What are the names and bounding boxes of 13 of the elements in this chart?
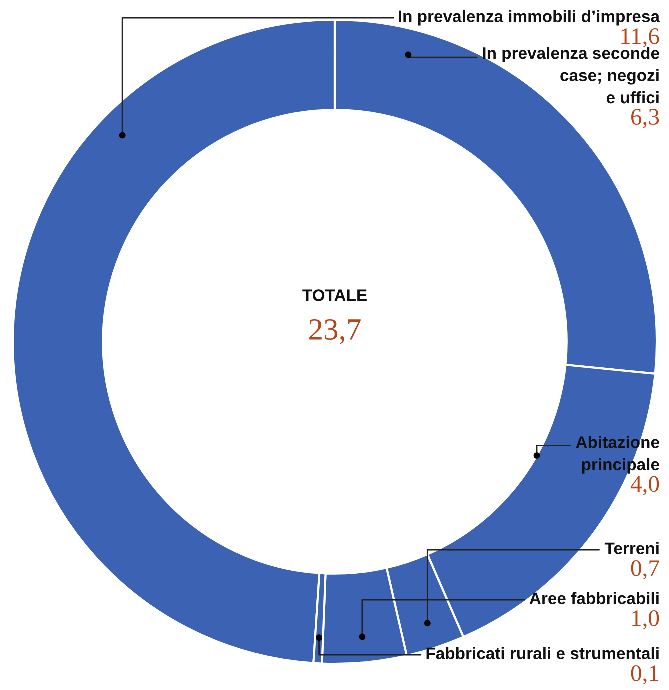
data-label: 4,0 [630, 476, 660, 496]
data-label: 1,0 [632, 610, 660, 630]
slice-label: Aree fabbricabili [530, 592, 659, 604]
slice-label: Fabbricati rurali e strumentali [426, 647, 659, 660]
text: 23,7 [310, 319, 361, 344]
text: TOTALE [302, 290, 367, 302]
slice-label: Terreni [604, 542, 659, 554]
slice-label: In prevalenza seconde case; negozi e uffici [483, 47, 660, 104]
data-label: 6,3 [632, 109, 660, 128]
data-label: 11,6 [622, 28, 660, 48]
data-label: 0,1 [631, 665, 659, 685]
data-label: 0,7 [631, 560, 660, 580]
slice-label: In prevalenza immobili d’impresa [399, 10, 660, 26]
